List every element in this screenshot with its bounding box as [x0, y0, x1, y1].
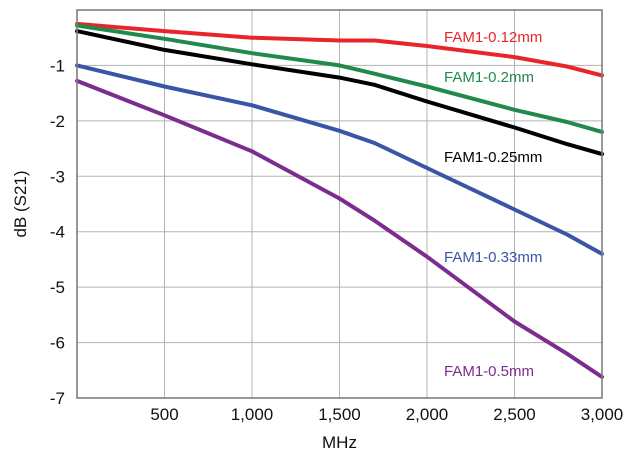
series-label-0: FAM1-0.12mm [444, 29, 542, 46]
series-line-2 [75, 29, 604, 157]
x-tick-label: 2,500 [493, 405, 536, 424]
x-axis-title: MHz [322, 433, 357, 452]
series-label-4: FAM1-0.5mm [444, 363, 534, 380]
series-lines [75, 21, 604, 379]
series-labels: FAM1-0.12mm FAM1-0.2mm FAM1-0.25mm FAM1-0.3… [444, 29, 542, 380]
y-tick-label: -1 [50, 56, 65, 75]
series-line-3 [75, 63, 604, 256]
y-tick-label: -4 [50, 223, 65, 242]
x-tick-label: 1,500 [318, 405, 361, 424]
series-line-1 [75, 23, 604, 134]
y-tick-label: -3 [50, 167, 65, 186]
series-line-0 [75, 21, 604, 78]
x-axis-ticks: 500 1,000 1,500 2,000 2,500 3,000 [150, 405, 623, 424]
x-tick-label: 3,000 [581, 405, 624, 424]
series-label-1: FAM1-0.2mm [444, 69, 534, 86]
y-tick-label: -7 [50, 389, 65, 408]
y-tick-label: -5 [50, 278, 65, 297]
plot-frame [76, 9, 603, 399]
y-axis-title: dB (S21) [11, 170, 30, 237]
series-label-3: FAM1-0.33mm [444, 249, 542, 266]
x-tick-label: 2,000 [406, 405, 449, 424]
y-tick-label: -6 [50, 334, 65, 353]
x-tick-label: 500 [150, 405, 178, 424]
y-axis-ticks: -1 -2 -3 -4 -5 -6 -7 [50, 56, 65, 408]
y-tick-label: -2 [50, 112, 65, 131]
x-tick-label: 1,000 [231, 405, 274, 424]
series-line-4 [75, 78, 604, 379]
series-label-2: FAM1-0.25mm [444, 149, 542, 166]
